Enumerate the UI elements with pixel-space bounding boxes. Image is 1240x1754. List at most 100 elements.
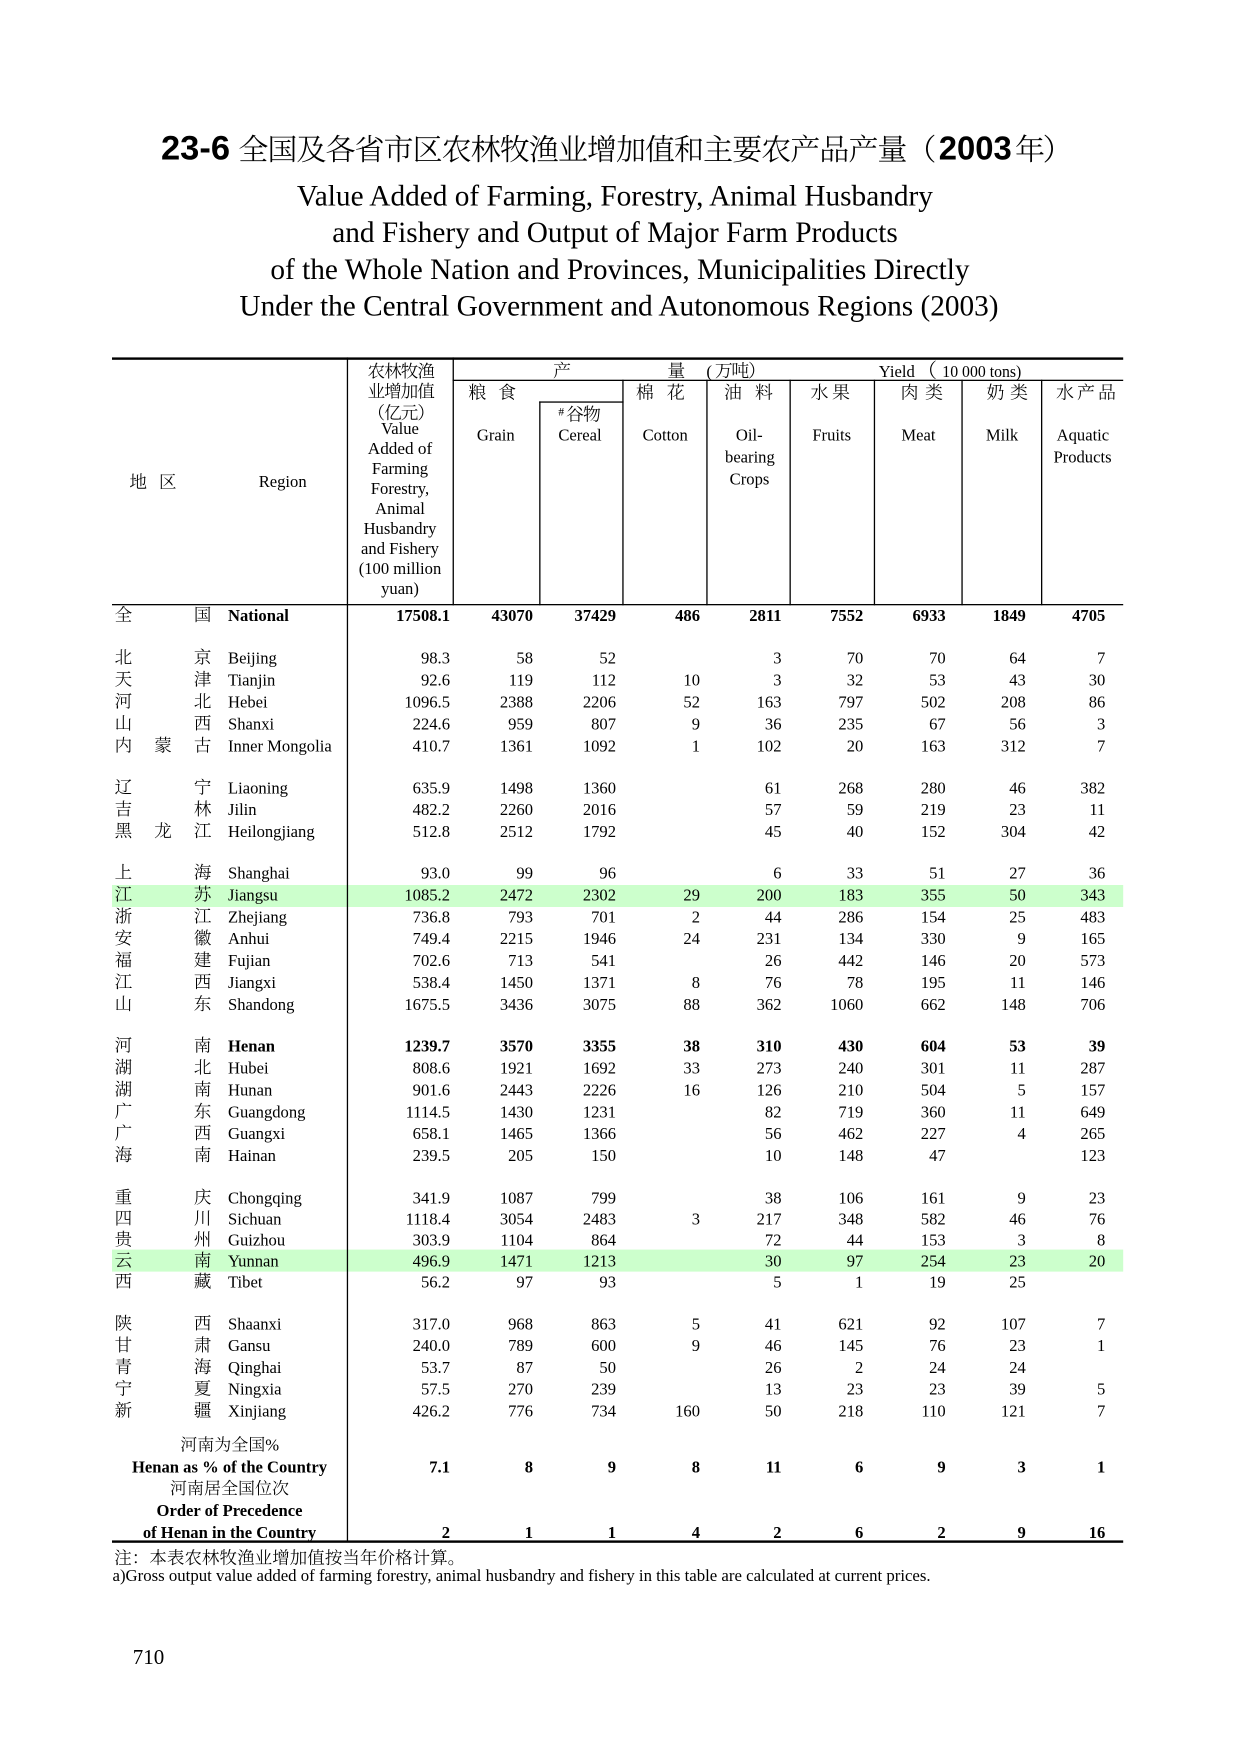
svg-text:of the Whole Nation and Provin: of the Whole Nation and Provinces, Munic…	[270, 254, 970, 286]
svg-text:52: 52	[599, 648, 616, 667]
svg-text:Cereal: Cereal	[558, 426, 602, 445]
svg-text:25: 25	[1009, 1272, 1026, 1291]
svg-text:Yunnan: Yunnan	[228, 1251, 279, 1270]
svg-text:87: 87	[516, 1358, 533, 1377]
svg-text:26: 26	[765, 951, 782, 970]
svg-text:160: 160	[675, 1401, 700, 1420]
svg-text:50: 50	[599, 1358, 616, 1377]
svg-text:6: 6	[855, 1523, 863, 1542]
svg-text:1792: 1792	[583, 822, 616, 841]
svg-text:19: 19	[929, 1272, 946, 1291]
svg-text:Husbandry: Husbandry	[364, 519, 438, 538]
svg-text:8: 8	[692, 1457, 700, 1476]
svg-text:Henan: Henan	[228, 1036, 275, 1055]
svg-text:23: 23	[1009, 1251, 1026, 1270]
svg-text:Hunan: Hunan	[228, 1080, 273, 1099]
svg-text:1231: 1231	[583, 1102, 616, 1121]
svg-text:4: 4	[692, 1523, 700, 1542]
svg-text:538.4: 538.4	[413, 973, 451, 992]
svg-text:217: 217	[757, 1209, 782, 1228]
svg-text:and Fishery: and Fishery	[361, 539, 440, 558]
svg-text:1060: 1060	[830, 995, 863, 1014]
svg-text:573: 573	[1080, 951, 1105, 970]
svg-text:10: 10	[765, 1146, 782, 1165]
svg-text:67: 67	[929, 714, 946, 733]
svg-text:36: 36	[765, 714, 782, 733]
svg-text:1: 1	[608, 1523, 616, 1542]
svg-text:7: 7	[1097, 736, 1105, 755]
svg-text:734: 734	[591, 1401, 617, 1420]
svg-text:2388: 2388	[500, 692, 533, 711]
svg-text:749.4: 749.4	[413, 929, 451, 948]
svg-text:3054: 3054	[500, 1209, 534, 1228]
svg-text:702.6: 702.6	[413, 951, 450, 970]
svg-text:76: 76	[765, 973, 782, 992]
svg-text:24: 24	[683, 929, 700, 948]
svg-text:and Fishery and Output of Majo: and Fishery and Output of Major Farm Pro…	[332, 217, 898, 249]
svg-text:6933: 6933	[913, 606, 946, 625]
svg-text:152: 152	[921, 822, 946, 841]
svg-text:1: 1	[1097, 1457, 1105, 1476]
svg-text:110: 110	[921, 1401, 945, 1420]
svg-text:Shanxi: Shanxi	[228, 714, 274, 733]
svg-text:112: 112	[592, 670, 616, 689]
svg-text:1096.5: 1096.5	[404, 692, 450, 711]
svg-text:2512: 2512	[500, 822, 533, 841]
svg-text:462: 462	[838, 1124, 863, 1143]
svg-text:Under the Central Government a: Under the Central Government and Autonom…	[239, 291, 998, 323]
svg-text:Meat: Meat	[901, 426, 935, 445]
svg-text:268: 268	[838, 778, 863, 797]
svg-text:57.5: 57.5	[421, 1380, 450, 1399]
svg-text:239: 239	[591, 1380, 616, 1399]
svg-text:9: 9	[692, 714, 700, 733]
svg-text:58: 58	[516, 648, 533, 667]
svg-text:2811: 2811	[749, 606, 781, 625]
svg-text:7: 7	[1097, 648, 1105, 667]
svg-text:1118.4: 1118.4	[406, 1209, 451, 1228]
svg-text:1361: 1361	[500, 736, 533, 755]
svg-text:1085.2: 1085.2	[404, 885, 450, 904]
svg-text:59: 59	[847, 800, 864, 819]
svg-text:36: 36	[1089, 863, 1106, 882]
svg-text:45: 45	[765, 822, 782, 841]
svg-text:(: (	[706, 362, 712, 381]
svg-text:38: 38	[683, 1036, 700, 1055]
svg-text:93: 93	[599, 1272, 616, 1291]
svg-text:78: 78	[847, 973, 864, 992]
svg-text:2: 2	[442, 1523, 450, 1542]
svg-text:102: 102	[757, 736, 782, 755]
svg-text:Milk: Milk	[986, 426, 1019, 445]
svg-text:Crops: Crops	[730, 470, 770, 489]
svg-text:Farming: Farming	[372, 459, 428, 478]
svg-text:Guangxi: Guangxi	[228, 1124, 286, 1143]
svg-text:635.9: 635.9	[413, 778, 450, 797]
svg-text:Shanghai: Shanghai	[228, 863, 290, 882]
svg-text:96: 96	[599, 863, 616, 882]
svg-text:254: 254	[921, 1251, 947, 1270]
svg-text:30: 30	[765, 1251, 782, 1270]
svg-text:1498: 1498	[500, 778, 533, 797]
svg-text:70: 70	[847, 648, 864, 667]
svg-text:5: 5	[1097, 1380, 1105, 1399]
svg-text:26: 26	[765, 1358, 782, 1377]
svg-text:483: 483	[1080, 907, 1105, 926]
svg-text:5: 5	[773, 1272, 781, 1291]
svg-text:72: 72	[765, 1230, 782, 1249]
svg-text:23: 23	[929, 1380, 946, 1399]
svg-text:of Henan in the Country: of Henan in the Country	[143, 1523, 317, 1542]
svg-text:Forestry,: Forestry,	[371, 479, 429, 498]
svg-text:442: 442	[838, 951, 863, 970]
svg-text:41: 41	[765, 1314, 782, 1333]
svg-text:330: 330	[921, 929, 946, 948]
svg-text:11: 11	[766, 1457, 782, 1476]
svg-text:46: 46	[1009, 1209, 1026, 1228]
svg-text:3075: 3075	[583, 995, 616, 1014]
svg-text:235: 235	[838, 714, 863, 733]
svg-text:Products: Products	[1053, 448, 1111, 467]
svg-text:793: 793	[508, 907, 533, 926]
svg-text:183: 183	[838, 885, 863, 904]
svg-text:51: 51	[929, 863, 946, 882]
svg-text:97: 97	[847, 1251, 864, 1270]
svg-text:Aquatic: Aquatic	[1057, 426, 1110, 445]
svg-text:205: 205	[508, 1146, 533, 1165]
